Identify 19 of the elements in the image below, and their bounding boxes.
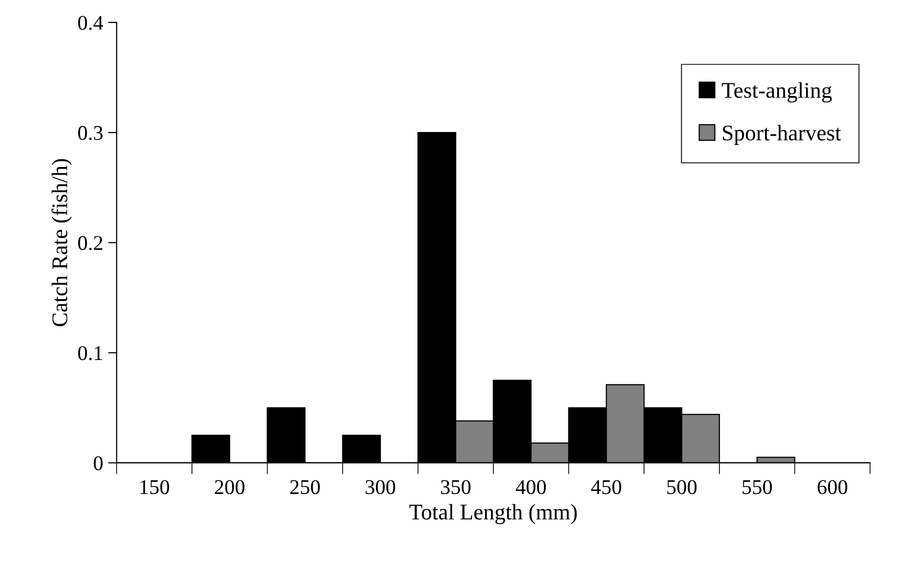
x-tick-label: 500 [667, 480, 697, 494]
x-tick-label: 200 [214, 480, 244, 494]
x-tick-label: 400 [516, 480, 546, 494]
x-tick-label: 350 [441, 480, 471, 494]
y-axis-title: Catch Rate (fish/h) [51, 159, 72, 326]
x-tick-label: 550 [742, 480, 772, 494]
x-tick-label: 250 [290, 480, 320, 494]
legend-label: Test-angling [722, 82, 832, 103]
y-tick-label: 0.2 [78, 236, 102, 250]
x-tick-label: 600 [818, 480, 848, 494]
y-tick-label: 0 [94, 456, 103, 470]
x-tick-label: 300 [366, 480, 396, 494]
x-axis-title: Total Length (mm) [409, 504, 577, 524]
legend-label: Sport-harvest [722, 124, 842, 146]
y-tick-label: 0.1 [78, 346, 102, 360]
y-tick-label: 0.3 [78, 126, 103, 140]
y-tick-label: 0.4 [78, 16, 104, 30]
x-tick-label: 150 [140, 480, 170, 494]
x-tick-label: 450 [591, 480, 622, 494]
